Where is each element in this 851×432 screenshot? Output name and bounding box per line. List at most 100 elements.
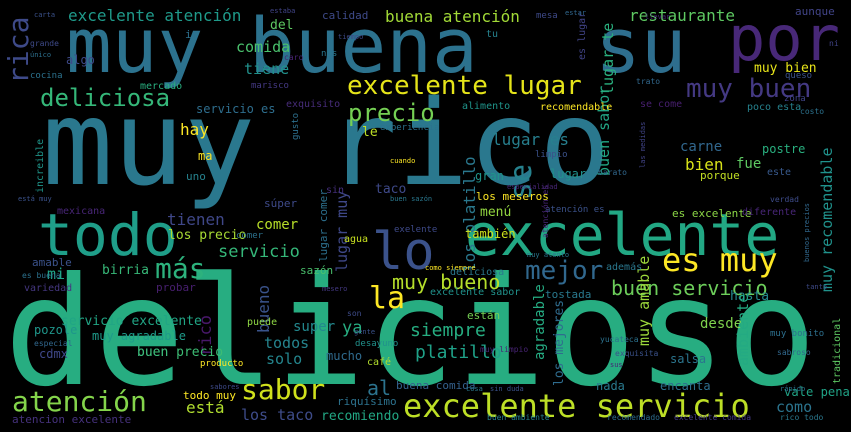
word-increible: increible [35,138,46,193]
word-nada: nada [596,379,625,393]
word-uno: uno [186,170,206,183]
word-cuando: cuando [390,157,416,165]
word-exquisita: exquisita [615,349,659,358]
word-mesa: mesa [536,11,558,21]
word-lo: lo [372,222,435,282]
word-variedad: variedad [24,283,73,294]
word-exquisito: exquisito [286,99,341,110]
word-fue: fue [736,156,762,172]
word-excelente-servicio: excelente servicio [403,387,750,425]
word-llevar: llevar [645,13,671,21]
word-comer: comer [256,217,299,233]
word-rica: rica [2,16,35,84]
word-lugar-te: lugar te [599,22,617,95]
word-barato: barato [598,168,627,177]
word-cdmx: cdmx [39,347,68,361]
word-precio: precio [348,99,435,127]
word-unico: único [30,51,52,59]
word-sabroso: sabroso [777,348,811,357]
word-muy-bueno: muy bueno [392,270,501,294]
word-solo: solo [266,350,303,368]
word-costo: costo [800,107,825,116]
word-siempre: siempre [410,320,486,341]
word-sabores: sabores [210,383,240,391]
word-cocina: cocina [30,71,63,81]
word-super2: súper [264,197,298,210]
word-este: este [767,167,792,178]
word-muy-recomendable: muy recomendable [818,147,836,293]
word-todos: todos [264,334,310,352]
word-mesero: mesero [322,285,348,293]
word-lugar: lugar [550,167,587,181]
word-carne: carne [680,139,723,155]
word-recomendable: recomendable [540,102,613,113]
word-atencion-es2: atención es [541,185,550,238]
word-los-taco: los taco [241,406,314,424]
word-trato: trato [636,77,661,86]
word-diferente: diferente [742,207,797,218]
word-limpio: limpio [535,150,568,160]
word-los-mejores: los mejores [552,299,567,386]
word-grande: grande [30,39,59,48]
word-tostada: tostada [545,288,592,301]
word-estan: están [467,309,501,322]
word-buen-sabor: buen sabor [595,85,613,176]
word-desde: desde [700,316,743,332]
word-buenos-precios: buenos precios [803,202,811,262]
word-tanto: tanto [806,283,828,291]
word-excelente: excelente [465,201,780,269]
word-queso: queso [785,71,813,81]
word-tiempo: tiempo [338,33,364,41]
word-cosa: cosa [466,385,483,393]
word-yucateca: yucateca [600,335,639,344]
word-poco-esta: poco esta [747,102,802,113]
word-estar: estar [565,9,587,17]
word-rico-todo: rico todo [780,413,824,422]
word-por: por [728,2,840,75]
word-amable: amable [32,256,72,269]
word-todo: todo [38,201,178,269]
word-recomendado: recomendado [607,413,660,422]
word-agua: agua [344,234,369,245]
word-es-excelente: es excelente [672,207,752,220]
word-tienen: tienen [167,210,225,229]
word-buen-sazon: buen sazón [390,195,433,203]
word-encanta: encanta [660,379,711,393]
word-hasta: hasta [730,289,770,304]
word-gran: gran [475,169,504,183]
word-es-buena: es buena [22,271,61,280]
word-recomiendo: recomiendo [321,409,400,424]
word-excelente-sabor: excelente sabor [430,287,521,298]
word-exelente: exelente [394,225,438,235]
word-es-muy: es muy [662,241,778,279]
word-riquisimo: riquísimo [337,395,397,408]
word-alimento: alimento [462,101,511,112]
word-buen-servicio: buen servicio [611,276,768,300]
word-excelente-comida: excelente comida [674,413,752,422]
word-lugar-muy: lugar muy [333,190,351,272]
word-sin: sin [326,185,345,196]
word-estaba: estaba [270,7,296,15]
word-tiene: tiene [244,60,290,78]
word-postre: postre [762,142,806,156]
word-servicio-excelente: servicio excelente [61,314,202,329]
word-mas: más [155,252,206,285]
word-producto: producto [200,359,244,369]
word-buena-atencion: buena atención [385,7,520,26]
word-muy-buena: muy buena [66,1,478,90]
word-tradicional: tradicional [832,317,843,384]
word-marisco: marisco [251,81,289,91]
word-especial: especial [34,339,73,348]
word-especialidad: especialidad [507,183,558,191]
word-esta: está [186,398,225,417]
word-sin-duda: sin duda [490,385,524,393]
word-tambien: también [465,227,516,241]
word-muy-agradable: muy agradable [92,329,186,343]
word-nos: nos [321,49,338,59]
word-como-siempre: como siempre [425,264,476,272]
word-pozole: pozole [34,323,78,337]
word-todo-muy: todo muy [183,389,236,402]
word-atencion-es: atención es [545,205,605,215]
word-excelente-lugar: excelente lugar [347,71,582,101]
